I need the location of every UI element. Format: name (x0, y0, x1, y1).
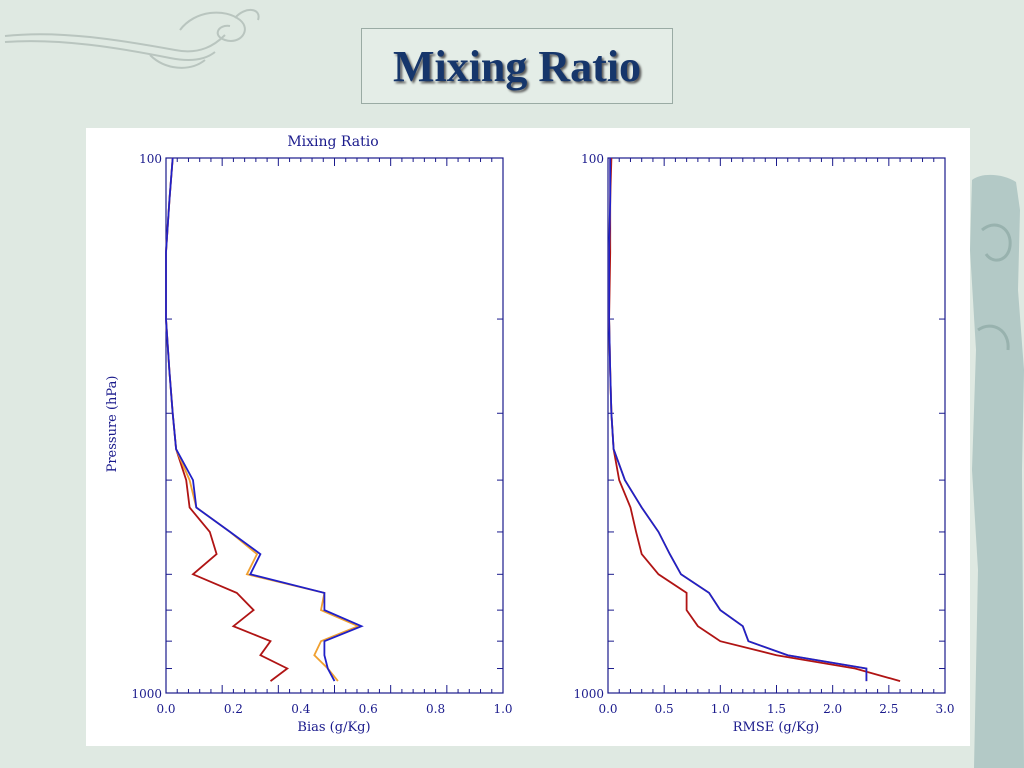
series-line (165, 157, 364, 682)
x-tick-label: 0.6 (359, 702, 378, 716)
x-tick-label: 0.2 (224, 702, 243, 716)
bias-chart: Mixing Ratio Bias (g/Kg) Pressure (hPa) … (105, 134, 513, 735)
swirl-ornament (4, 9, 260, 69)
series-line (608, 158, 868, 682)
x-tick-label: 1.5 (767, 702, 786, 716)
series-line (165, 157, 290, 682)
series-line (165, 157, 361, 682)
y-tick-label: 1000 (131, 687, 162, 701)
series-line (608, 157, 901, 682)
series-line (608, 158, 868, 682)
y-tick-label: 100 (139, 152, 162, 166)
x-tick-label: 3.0 (935, 702, 954, 716)
x-tick-label: 1.0 (493, 702, 512, 716)
y-tick-label: 100 (581, 152, 604, 166)
charts-svg: Mixing Ratio Bias (g/Kg) Pressure (hPa) … (105, 134, 955, 735)
chart-title: Mixing Ratio (287, 134, 378, 150)
x-axis-label: Bias (g/Kg) (297, 720, 370, 735)
plot-frame (607, 157, 946, 694)
y-axis-label: Pressure (hPa) (105, 376, 120, 473)
slide-title: Mixing Ratio (392, 41, 642, 91)
x-tick-label: 0.8 (426, 702, 445, 716)
chart-panel: Mixing Ratio Bias (g/Kg) Pressure (hPa) … (86, 128, 970, 746)
x-tick-label: 0.5 (655, 702, 674, 716)
x-tick-label: 1.0 (711, 702, 730, 716)
slide-title-box: Mixing Ratio (361, 28, 673, 104)
y-tick-label: 1000 (573, 687, 604, 701)
x-tick-label: 2.0 (823, 702, 842, 716)
plot-frame (165, 157, 504, 694)
rmse-chart: RMSE (g/Kg) 0.0 0.5 1.0 1.5 2.0 2.5 3.0 100 1000 (573, 152, 954, 735)
pillar-ornament (970, 174, 1024, 768)
x-axis-label: RMSE (g/Kg) (733, 720, 820, 735)
x-tick-label: 2.5 (879, 702, 898, 716)
x-tick-label: 0.0 (156, 702, 175, 716)
x-tick-label: 0.4 (291, 702, 310, 716)
x-tick-label: 0.0 (598, 702, 617, 716)
